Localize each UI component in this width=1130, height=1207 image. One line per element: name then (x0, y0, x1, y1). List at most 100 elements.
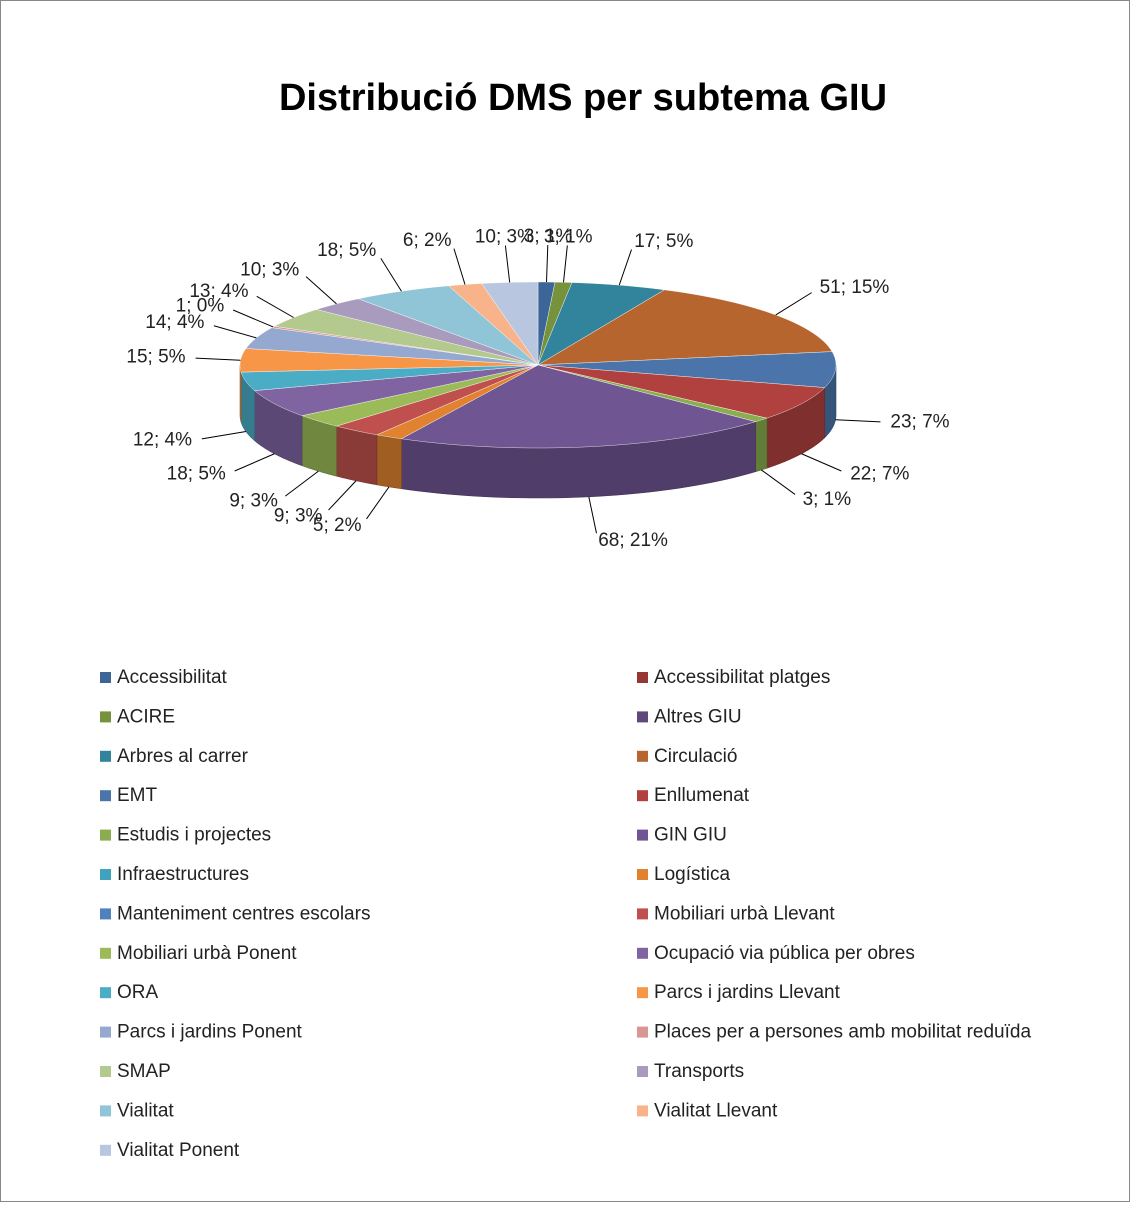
slice (448, 283, 539, 366)
legend-label: Manteniment centres escolars (117, 903, 370, 924)
leader-line (328, 480, 357, 511)
leader-line (232, 309, 274, 328)
leader-line (761, 469, 796, 495)
legend-swatch (637, 829, 648, 841)
legend-label: ACIRE (117, 706, 175, 727)
legend-label: Logística (654, 864, 730, 885)
legend-swatch (637, 987, 648, 999)
legend-swatch (100, 790, 111, 802)
legend-swatch (100, 908, 111, 920)
data-label: 1; 0% (176, 295, 225, 316)
data-label: 3; 1% (803, 489, 852, 510)
legend-label: Mobiliari urbà Llevant (654, 903, 835, 924)
slice-side (336, 425, 378, 486)
data-label: 10; 3% (475, 227, 534, 248)
legend-swatch (637, 711, 648, 723)
leader-line (305, 276, 337, 305)
slice-side (239, 364, 242, 423)
data-label: 17; 5% (634, 231, 693, 252)
leader-line (195, 357, 241, 361)
legend-swatch (100, 711, 111, 723)
slice (537, 364, 826, 419)
data-label: 3; 1% (524, 226, 573, 247)
legend-label: Transports (654, 1061, 744, 1082)
legend-swatch (637, 750, 648, 762)
leader-line (563, 245, 568, 283)
data-label: 68; 21% (598, 530, 668, 551)
legend-label: Enllumenat (654, 785, 750, 806)
legend-label: Places per a persones amb mobilitat redu… (654, 1022, 1031, 1043)
leader-line (201, 430, 247, 440)
slice (537, 282, 665, 366)
leader-line (546, 245, 549, 283)
data-label: 6; 2% (403, 230, 452, 251)
data-label: 5; 2% (313, 515, 362, 536)
slice (301, 364, 539, 427)
slice-side (755, 417, 768, 473)
leader-line (256, 295, 294, 318)
data-label: 22; 7% (850, 464, 909, 485)
legend-swatch (100, 829, 111, 841)
legend-label: Vialitat Ponent (117, 1140, 240, 1161)
leader-line (775, 292, 812, 316)
legend-swatch (100, 987, 111, 999)
legend-swatch (100, 1105, 111, 1117)
data-label: 23; 7% (890, 411, 949, 432)
legend-label: Estudis i projectes (117, 825, 271, 846)
legend-swatch (637, 790, 648, 802)
legend-label: Accessibilitat platges (654, 667, 830, 688)
slice (245, 327, 539, 366)
data-label: 13; 4% (189, 281, 248, 302)
slice (240, 364, 539, 391)
legend-swatch (100, 947, 111, 959)
leader-line (366, 486, 390, 520)
legend-label: Ocupació via pública per obres (654, 943, 915, 964)
leader-line (504, 245, 511, 283)
legend-swatch (637, 1066, 648, 1077)
legend-label: GIN GIU (654, 825, 727, 846)
leader-line (453, 248, 466, 285)
leader-line (284, 470, 319, 497)
legend-swatch (637, 947, 648, 959)
data-label: 3; 1% (544, 226, 593, 247)
legend-label: Vialitat Llevant (654, 1100, 778, 1121)
data-label: 18; 5% (167, 464, 226, 485)
data-label: 12; 4% (133, 429, 192, 450)
data-label: 18; 5% (317, 240, 376, 261)
legend-swatch (637, 908, 648, 920)
legend-swatch (100, 869, 111, 880)
data-label: 10; 3% (240, 260, 299, 281)
legend-swatch (637, 1105, 648, 1117)
leader-line (618, 249, 632, 286)
leader-line (380, 258, 402, 292)
legend-label: Infraestructures (117, 864, 249, 885)
legend-label: Altres GIU (654, 706, 742, 727)
legend-label: Arbres al carrer (117, 746, 249, 767)
leader-line (835, 419, 881, 423)
leader-line (801, 453, 842, 472)
slice (537, 289, 833, 366)
legend-label: Parcs i jardins Ponent (117, 1022, 303, 1043)
slice (537, 351, 837, 388)
leader-line (213, 325, 257, 339)
data-label: 51; 15% (820, 277, 890, 298)
legend-label: SMAP (117, 1061, 171, 1082)
legend-swatch (100, 750, 111, 762)
legend-swatch (637, 672, 648, 683)
legend-label: Parcs i jardins Llevant (654, 982, 841, 1003)
legend-swatch (100, 1026, 111, 1038)
legend-label: Vialitat (117, 1100, 174, 1121)
legend-swatch (100, 1144, 111, 1156)
slice (400, 364, 757, 449)
chart-title: Distribució DMS per subtema GIU (279, 77, 887, 119)
data-label: 14; 4% (145, 312, 204, 333)
legend-label: EMT (117, 785, 158, 806)
data-label: 9; 3% (274, 505, 323, 526)
slice (335, 364, 539, 436)
legend-swatch (100, 672, 111, 683)
leader-line (234, 453, 275, 472)
legend-label: Circulació (654, 746, 737, 767)
legend-swatch (100, 1066, 111, 1077)
